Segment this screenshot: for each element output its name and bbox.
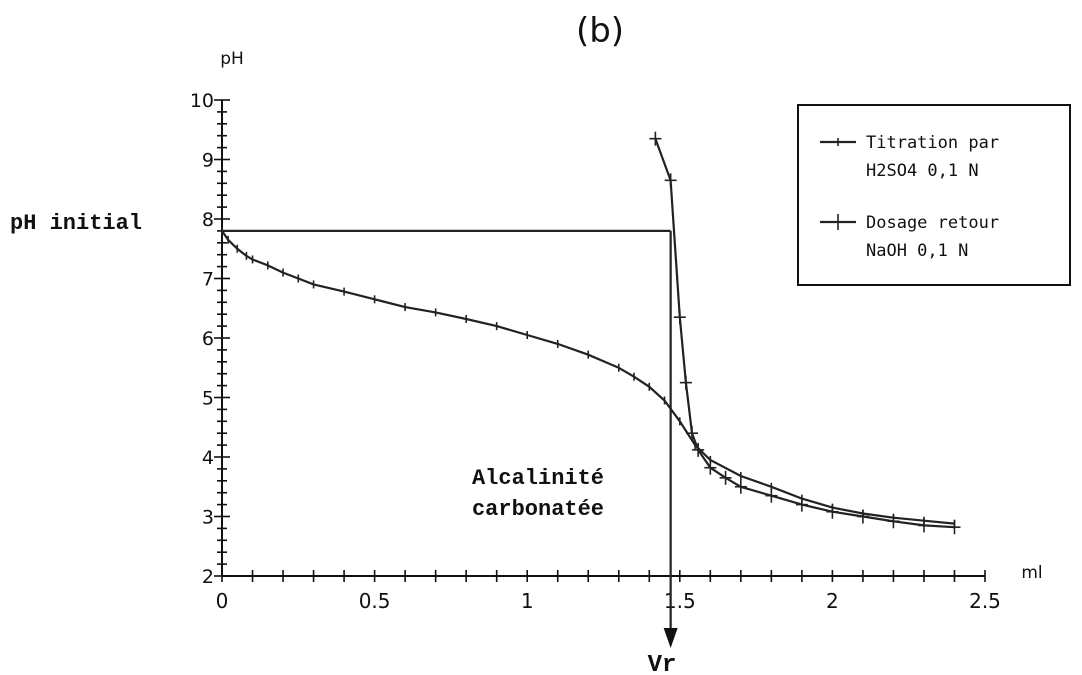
legend-label-titration-line1: Titration par <box>866 133 999 153</box>
axis-tick-labels: 0 0.5 1 1.5 2 2.5 2 3 4 5 6 7 8 9 10 <box>190 90 1001 613</box>
back-titration-point <box>686 426 699 441</box>
y-tick-label: 7 <box>202 269 214 291</box>
back-titration-point <box>704 460 717 475</box>
back-titration-point <box>887 514 900 529</box>
y-tick-label: 2 <box>202 566 214 588</box>
back-titration-point <box>692 442 705 457</box>
legend: Titration par H2SO4 0,1 N Dosage retour … <box>797 104 1071 286</box>
x-tick-label: 1 <box>521 589 534 613</box>
back-titration-point <box>673 310 686 325</box>
y-axis-label: pH <box>220 49 244 69</box>
back-titration-point <box>719 470 732 485</box>
ph-initial-label: pH initial <box>10 211 142 236</box>
vr-label: Vr <box>648 652 677 675</box>
back-titration-curve <box>654 138 955 529</box>
guide-lines <box>222 229 678 648</box>
vr-arrowhead <box>663 628 678 648</box>
alcalinite-label-line2: carbonatée <box>472 497 604 522</box>
legend-label-dosage-line2: NaOH 0,1 N <box>866 241 968 261</box>
back-titration-point <box>795 497 808 512</box>
x-tick-label: 2 <box>826 589 839 613</box>
back-titration-point <box>948 520 961 535</box>
back-titration-point <box>664 173 677 188</box>
y-tick-label: 9 <box>202 150 214 172</box>
x-tick-label: 2.5 <box>969 589 1001 613</box>
back-titration-point <box>765 488 778 503</box>
back-titration-point <box>826 504 839 519</box>
legend-label-titration-line2: H2SO4 0,1 N <box>866 161 979 181</box>
x-tick-label: 1.5 <box>664 589 696 613</box>
alcalinite-label-line1: Alcalinité <box>472 466 604 491</box>
back-titration-point <box>649 131 662 146</box>
x-axis-label: ml <box>1021 563 1042 583</box>
y-tick-label: 3 <box>202 507 214 529</box>
x-tick-label: 0 <box>216 589 229 613</box>
back-titration-point <box>856 509 869 524</box>
y-tick-label: 4 <box>202 447 214 469</box>
y-tick-label: 8 <box>202 209 214 231</box>
back-titration-point <box>917 518 930 533</box>
series-layer <box>221 131 961 535</box>
axis-ticks <box>214 99 986 582</box>
back-titration-point <box>734 479 747 494</box>
x-tick-label: 0.5 <box>359 589 391 613</box>
y-tick-label: 6 <box>202 328 214 350</box>
y-tick-label: 5 <box>202 388 214 410</box>
back-titration-point <box>679 375 692 390</box>
legend-box <box>797 104 1071 286</box>
panel-label: (b) <box>576 11 624 51</box>
legend-label-dosage-line1: Dosage retour <box>866 213 999 233</box>
y-tick-label: 10 <box>190 90 214 112</box>
